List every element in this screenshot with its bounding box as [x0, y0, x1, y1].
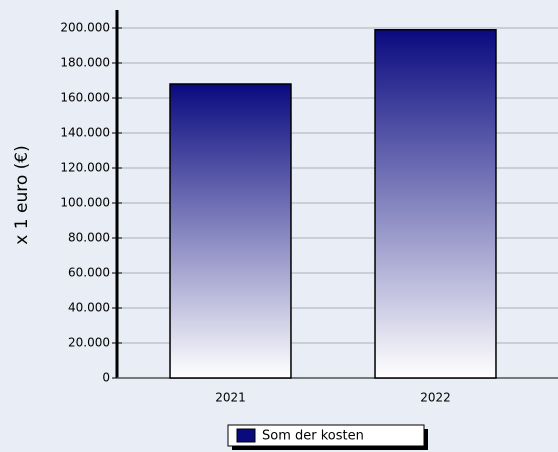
y-tick-label: 100.000 — [60, 196, 110, 210]
y-axis-label: x 1 euro (€) — [12, 145, 32, 244]
y-tick-label: 200.000 — [60, 21, 110, 35]
legend-label: Som der kosten — [262, 429, 364, 444]
y-tick-label: 20.000 — [68, 336, 110, 350]
bar — [374, 29, 497, 379]
x-tick-label: 2022 — [420, 391, 451, 405]
bar — [169, 83, 292, 379]
y-tick-label: 60.000 — [68, 266, 110, 280]
y-tick-label: 140.000 — [60, 126, 110, 140]
y-tick-label: 120.000 — [60, 161, 110, 175]
legend-swatch — [236, 428, 256, 443]
y-tick-label: 180.000 — [60, 56, 110, 70]
y-tick-label: 160.000 — [60, 91, 110, 105]
y-tick-label: 80.000 — [68, 231, 110, 245]
legend-box — [227, 424, 425, 447]
legend: Som der kosten — [227, 424, 428, 450]
x-tick-label: 2021 — [215, 391, 246, 405]
y-tick-label: 40.000 — [68, 301, 110, 315]
y-tick-label: 0 — [102, 371, 110, 385]
